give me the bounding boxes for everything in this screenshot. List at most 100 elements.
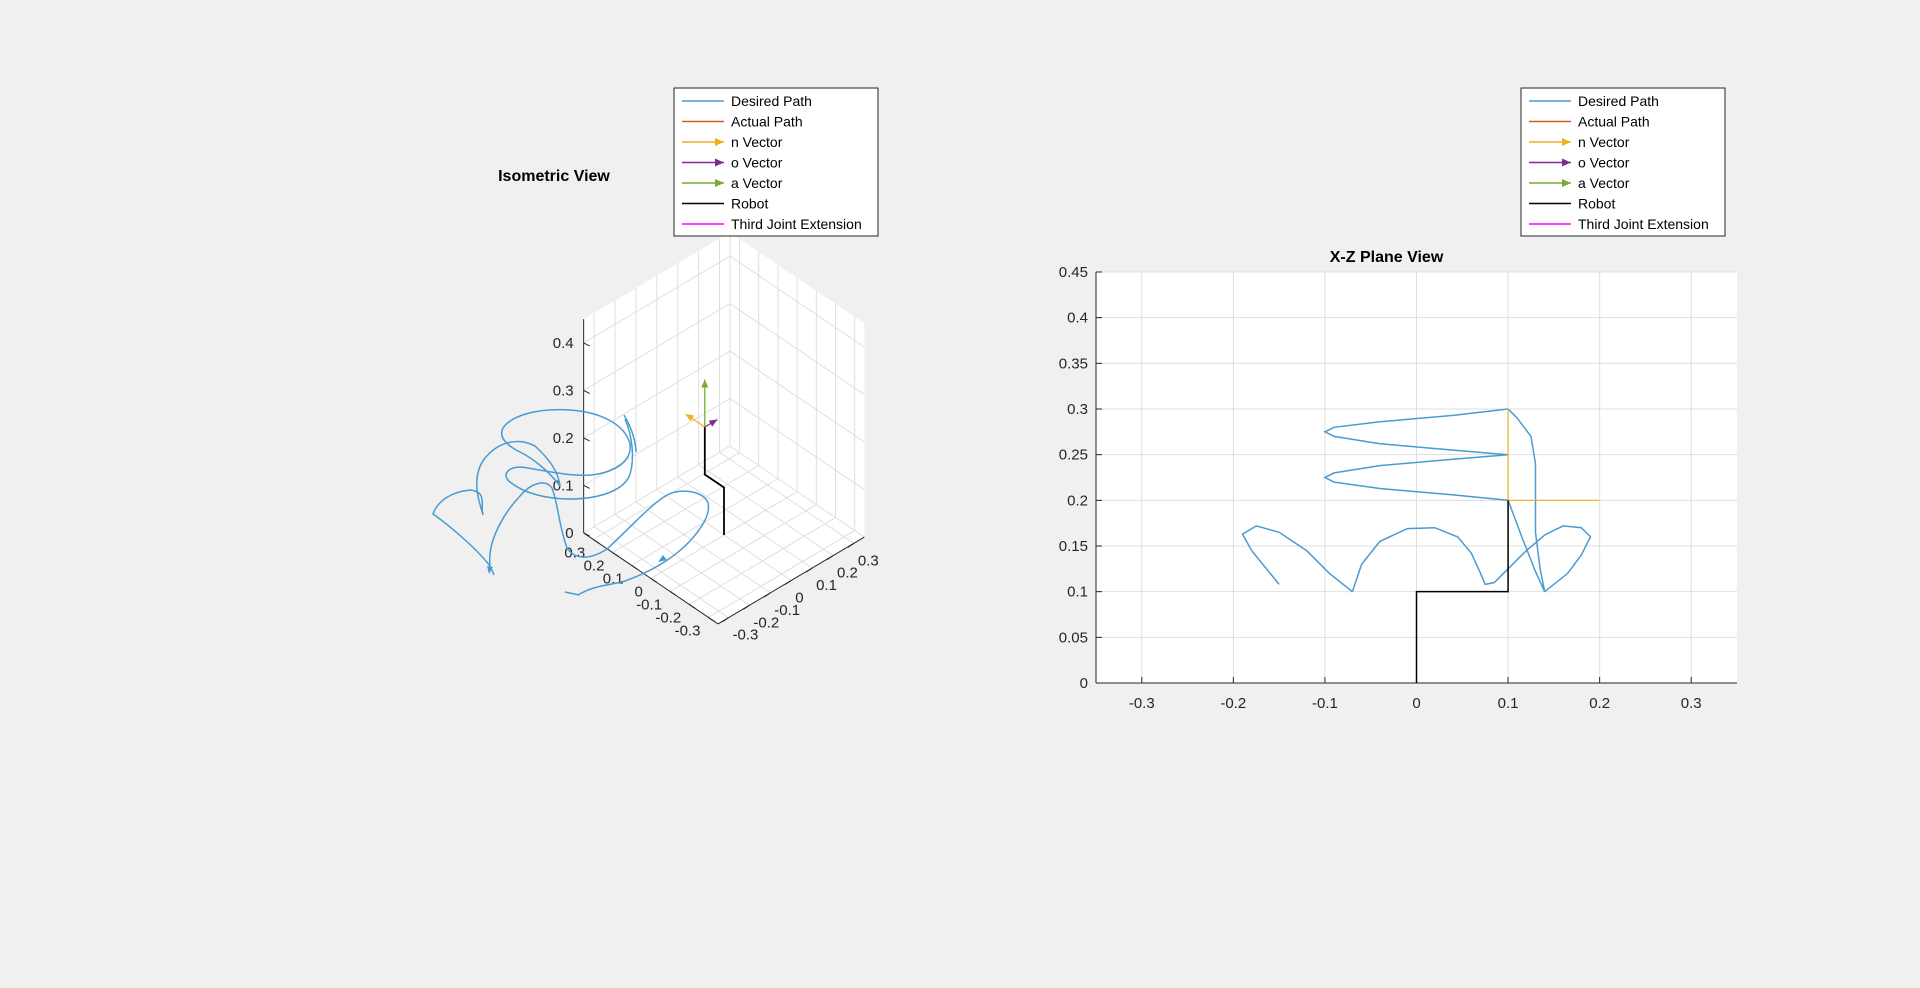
desired-path-segment [1241, 525, 1353, 593]
n-vector-head [685, 414, 695, 422]
x-tick-label: -0.3 [1129, 695, 1155, 712]
desired-path-segment [623, 414, 637, 453]
y-tick-mark [764, 592, 771, 598]
desired-path-segment [501, 408, 631, 500]
legend-label: a Vector [731, 175, 783, 191]
robot-links [703, 427, 725, 535]
z-tick-label: 0.4 [553, 335, 574, 352]
x-tick-label: -0.1 [636, 596, 662, 613]
z-tick-mark [583, 389, 590, 394]
legend-entry: n Vector [1529, 134, 1630, 150]
xz-plane-view-legend: Desired Path Actual Path n Vector o Vector a… [1520, 87, 1726, 237]
y-tick-label: 0.35 [1059, 355, 1088, 372]
legend-label: o Vector [731, 155, 783, 171]
floor-grid-y [614, 513, 750, 606]
a-vector-head [701, 379, 709, 388]
z-tick-label: 0 [565, 525, 573, 542]
y-tick-mark [805, 567, 813, 573]
legend-label: Third Joint Extension [731, 216, 862, 232]
legend-arrowhead-3 [1562, 158, 1571, 167]
legend-entry: n Vector [682, 134, 783, 150]
desired-path-segment [488, 482, 710, 596]
floor-grid-y [719, 451, 855, 544]
y-tick-mark [784, 580, 792, 585]
y-tick-label: 0.05 [1059, 629, 1088, 646]
z-tick-mark [583, 532, 590, 537]
y-tick-label: 0 [1080, 675, 1088, 692]
y-tick-label: -0.3 [733, 627, 759, 644]
legend-label: a Vector [1578, 175, 1630, 191]
z-tick-label: 0.1 [553, 477, 574, 494]
y-tick-mark [826, 555, 834, 561]
legend-label: Third Joint Extension [1578, 216, 1709, 232]
x-tick-label: 0.1 [1498, 695, 1519, 712]
x-tick-label: -0.1 [1312, 695, 1338, 712]
desired-path-segment [1507, 500, 1546, 593]
x-tick-label: 0.2 [584, 557, 605, 574]
wall-grid-z [583, 303, 731, 391]
floor-grid-y [635, 501, 771, 594]
legend-arrowhead-4 [715, 179, 724, 187]
z-tick-mark [583, 437, 590, 442]
chart-title: X-Z Plane View [1330, 249, 1444, 266]
legend-label: Robot [1578, 196, 1615, 212]
robot-links [1415, 500, 1509, 683]
legend-label: Desired Path [1578, 93, 1659, 109]
z-tick-mark [583, 484, 590, 489]
y-tick-label: 0.3 [1067, 401, 1088, 418]
y-tick-label: 0.3 [858, 552, 879, 569]
legend-arrowhead-2 [1562, 138, 1571, 146]
desired-path-segment [1351, 525, 1592, 593]
y-tick-mark [722, 617, 729, 623]
o-vector-head [708, 419, 718, 427]
z-tick-label: 0.2 [553, 430, 574, 447]
legend-entry: Third Joint Extension [1529, 216, 1709, 232]
legend-arrowhead-4 [1562, 179, 1571, 187]
y-tick-label: 0.25 [1059, 447, 1088, 464]
x-tick-mark [631, 564, 638, 570]
wall-grid-z2 [729, 303, 865, 396]
floor-grid-y [593, 526, 729, 619]
desired-path-segment [624, 418, 634, 475]
z-tick-mark [583, 342, 590, 347]
legend-arrowhead-3 [715, 158, 724, 167]
z-tick-label: 0.3 [553, 382, 574, 399]
isometric-view-axes: -0.3-0.2-0.100.10.20.3-0.3-0.2-0.100.10.… [432, 168, 879, 644]
y-tick-label: 0.15 [1059, 538, 1088, 555]
x-tick-label: 0.3 [1681, 695, 1702, 712]
legend-entry: Robot [682, 196, 768, 212]
legend-label: Actual Path [731, 114, 803, 130]
wall-grid-z2 [729, 350, 865, 443]
y-tick-label: 0 [795, 590, 803, 607]
path-marker [487, 566, 493, 574]
x-tick-label: 0 [635, 583, 643, 600]
legend-label: Desired Path [731, 93, 812, 109]
legend-label: n Vector [1578, 134, 1630, 150]
x-tick-mark [650, 577, 658, 583]
y-tick-label: 0.1 [1067, 584, 1088, 601]
y-tick-label: -0.2 [753, 614, 779, 631]
legend-entry: o Vector [682, 155, 783, 171]
y-tick-label: 0.4 [1067, 310, 1088, 327]
legend-entry: Robot [1529, 196, 1615, 212]
wall-grid-z2 [729, 255, 865, 348]
y-tick-label: -0.1 [774, 602, 800, 619]
x-tick-mark [708, 616, 715, 622]
wall-grid-z [583, 350, 731, 439]
x-tick-label: -0.2 [1220, 695, 1246, 712]
x-tick-mark [592, 538, 600, 544]
floor-grid-y [698, 464, 834, 557]
desired-path-segment [476, 440, 561, 515]
desired-path-segment [564, 591, 580, 596]
legend-label: Actual Path [1578, 114, 1650, 130]
x-tick-label: -0.3 [675, 622, 701, 639]
legend-entry: Third Joint Extension [682, 216, 862, 232]
chart-title: Isometric View [498, 168, 610, 185]
x-tick-mark [669, 590, 677, 596]
y-tick-label: 0.2 [837, 565, 858, 582]
x-tick-label: 0 [1412, 695, 1420, 712]
wall-grid-z2 [729, 445, 865, 538]
legend-entry: Actual Path [682, 114, 803, 130]
x-tick-label: -0.2 [655, 609, 681, 626]
x-tick-label: 0.3 [564, 544, 585, 561]
